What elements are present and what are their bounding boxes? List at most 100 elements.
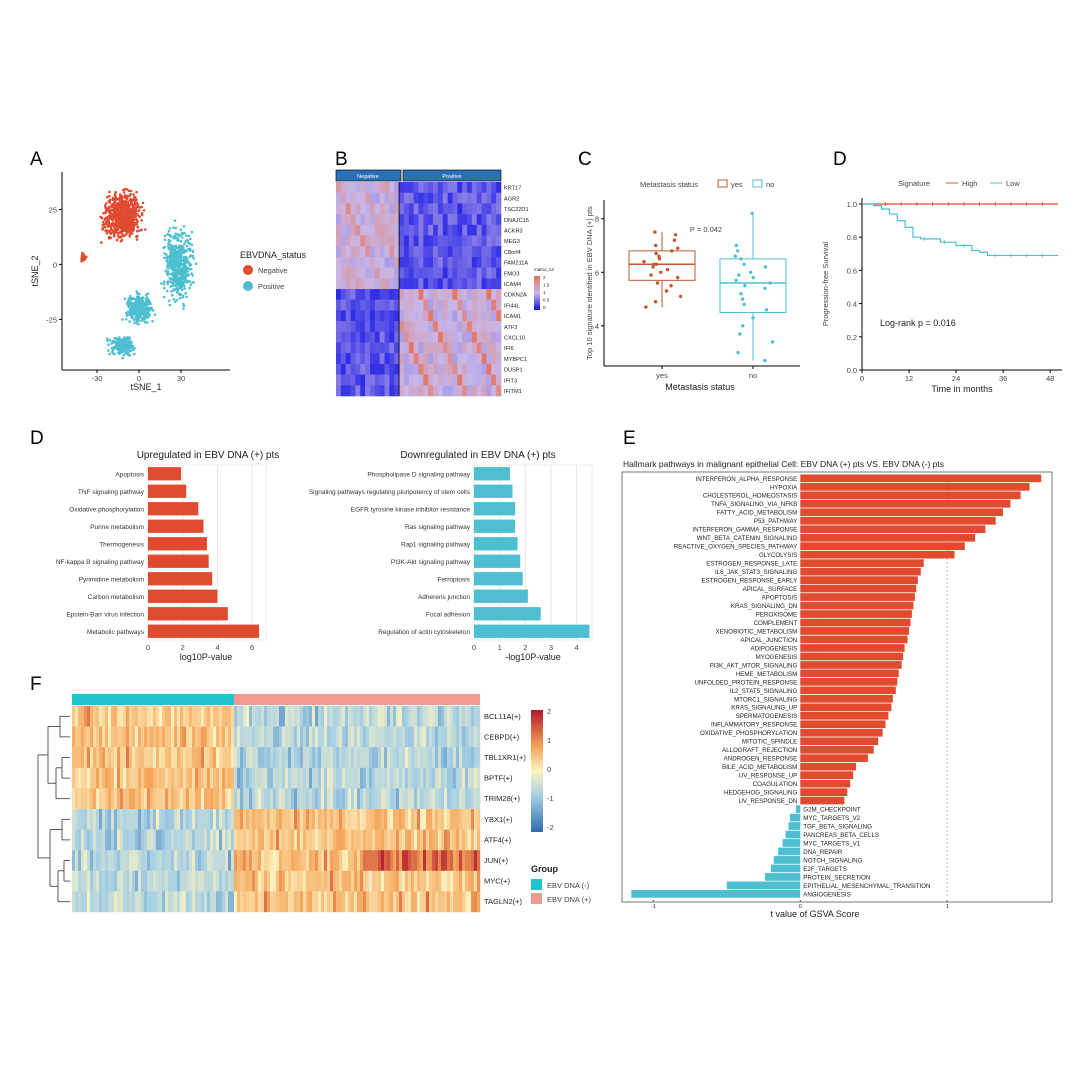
tsne-point — [175, 278, 179, 281]
f-heat-cell — [330, 706, 334, 727]
f-group-bar-positive — [234, 694, 480, 705]
tsne-point — [176, 275, 179, 279]
e-category-label: NOTCH_SIGNALING — [803, 857, 862, 864]
b-heat-cell — [462, 310, 468, 322]
f-heat-cell — [459, 870, 463, 892]
f-heat-cell — [288, 850, 292, 871]
f-heat-cell — [285, 788, 289, 810]
f-heat-cell — [288, 829, 292, 851]
f-heat-cell — [243, 726, 247, 748]
b-heat-cell — [374, 310, 380, 322]
f-heat-cell — [333, 891, 337, 913]
c-point — [742, 262, 746, 266]
f-heat-cell — [225, 829, 229, 851]
tsne-point — [153, 313, 157, 317]
b-heat-cell — [437, 192, 444, 204]
f-heat-cell — [474, 788, 478, 810]
km-xtick-label: 24 — [952, 374, 960, 383]
c-ylabel: Top 10 signature identified in EBV DNA (… — [585, 206, 594, 360]
f-heat-cell — [258, 726, 262, 748]
c-point — [657, 254, 661, 258]
f-heat-cell — [90, 767, 94, 789]
b-heat-cell — [423, 363, 429, 375]
e-bars: INTERFERON_ALPHA_RESPONSEHYPOXIACHOLESTE… — [631, 474, 1042, 910]
f-heat-cell — [273, 747, 277, 768]
f-heat-cell — [210, 788, 214, 810]
b-heat-cell — [423, 235, 429, 247]
b-colorbar — [534, 276, 540, 310]
f-heat-cell — [315, 788, 319, 810]
f-heat-cell — [357, 788, 361, 810]
f-heat-cell — [240, 809, 244, 830]
f-heat-cell — [186, 829, 190, 851]
panel-d-bars: D Upregulated in EBV DNA (+) pts Downreg… — [30, 428, 593, 662]
b-heat-cell — [418, 342, 424, 354]
f-heat-cell — [231, 747, 235, 768]
f-heat-cell — [93, 747, 97, 768]
f-heat-cell — [402, 870, 406, 892]
f-heat-cell — [204, 747, 208, 768]
f-heat-cell — [417, 850, 421, 871]
f-heat-cell — [432, 767, 436, 789]
b-heat-cell — [365, 321, 371, 333]
tsne-point — [133, 213, 136, 216]
f-heat-cell — [177, 788, 181, 810]
b-heat-cell — [413, 363, 419, 375]
b-heat-cell — [476, 182, 482, 193]
f-heat-cell — [324, 891, 328, 913]
f-heat-cell — [372, 767, 376, 789]
a-xtick-label: 30 — [177, 374, 185, 383]
tsne-point — [129, 199, 133, 203]
e-category-label: APICAL_SURFACE — [743, 586, 798, 593]
b-heat-cell — [476, 331, 482, 343]
tsne-point — [172, 298, 175, 301]
f-heat-cell — [114, 706, 118, 727]
b-heat-cell — [418, 182, 424, 193]
tsne-point — [178, 296, 182, 300]
f-heat-cell — [81, 747, 85, 768]
e-bar — [795, 805, 801, 813]
f-heat-cell — [429, 706, 433, 727]
tsne-point — [149, 302, 152, 306]
b-heat-cell — [462, 256, 468, 268]
panel-letter-e: E — [623, 428, 636, 449]
f-heat-cell — [87, 870, 91, 892]
b-heat-cell — [365, 363, 371, 375]
f-gene-label: YBX1(+) — [484, 815, 513, 824]
f-heat-cell — [207, 726, 211, 748]
b-heat-cell — [457, 246, 463, 258]
tsne-point — [191, 274, 194, 277]
f-heat-cell — [441, 870, 445, 892]
f-heat-cell — [330, 870, 334, 892]
f-heat-cell — [324, 809, 328, 830]
b-gene-label: C8orf4 — [504, 250, 521, 256]
f-heat-cell — [390, 747, 394, 768]
b-heat-cell — [481, 310, 487, 322]
f-heat-cell — [303, 809, 307, 830]
tsne-point — [145, 303, 149, 307]
b-heat-cell — [374, 321, 380, 333]
a-ylabel: tSNE_2 — [30, 255, 40, 286]
f-heat-cell — [465, 870, 469, 892]
tsne-point — [165, 256, 168, 259]
tsne-point — [106, 339, 109, 343]
f-heat-cell — [105, 809, 109, 830]
km-ytick-label: 0.0 — [847, 366, 857, 375]
f-heat-cell — [279, 747, 283, 768]
e-bar — [773, 856, 801, 864]
f-heat-cell — [99, 891, 103, 913]
c-point — [654, 262, 659, 266]
b-heat-cell — [481, 299, 487, 311]
b-heat-cell — [452, 203, 458, 215]
f-heat-cell — [405, 891, 409, 913]
f-heat-cell — [441, 891, 445, 913]
b-heat-cell — [413, 246, 419, 258]
f-heat-cell — [273, 870, 277, 892]
tsne-point — [183, 242, 186, 246]
b-heat-cell — [379, 374, 385, 386]
b-heat-cell — [399, 363, 405, 375]
tsne-point — [163, 245, 167, 249]
b-heat-cell — [350, 342, 356, 354]
c-legend-yes-key — [717, 179, 728, 188]
